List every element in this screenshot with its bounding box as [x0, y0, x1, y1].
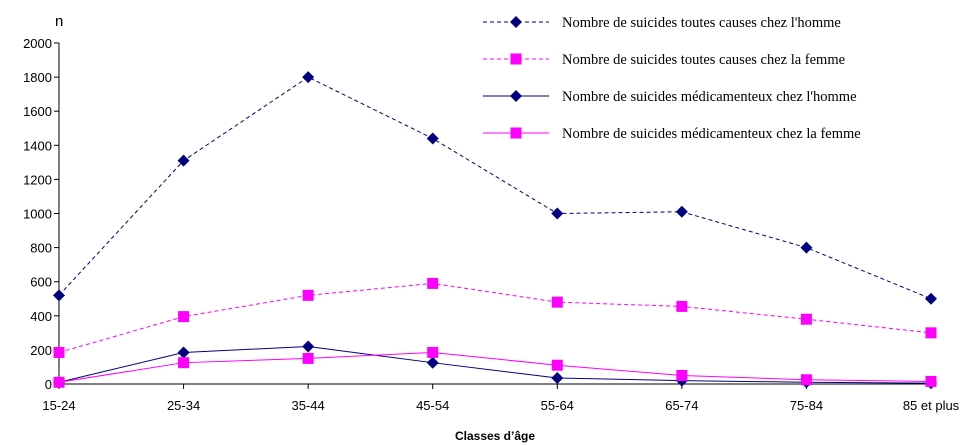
data-point — [800, 313, 812, 325]
x-axis-label: Classes d’âge — [455, 429, 535, 443]
y-tick-label: 1600 — [23, 104, 52, 119]
y-tick-label: 200 — [30, 343, 52, 358]
y-tick-label: 1800 — [23, 70, 52, 85]
legend-entry: Nombre de suicides médicamenteux chez l'… — [483, 89, 857, 105]
data-point — [177, 346, 190, 359]
legend: Nombre de suicides toutes causes chez l'… — [483, 15, 861, 142]
data-point — [426, 356, 439, 369]
legend-entry: Nombre de suicides toutes causes chez l'… — [483, 15, 841, 31]
legend-entry: Nombre de suicides toutes causes chez la… — [483, 52, 845, 68]
data-point — [426, 132, 439, 145]
y-tick-label: 1000 — [23, 207, 52, 222]
y-tick-label: 800 — [30, 241, 52, 256]
data-point — [427, 277, 439, 289]
legend-marker — [510, 16, 522, 28]
legend-marker — [510, 90, 522, 102]
data-point — [925, 375, 937, 387]
series-4 — [53, 346, 937, 388]
series-line — [58, 76, 932, 300]
series-line — [58, 351, 932, 383]
data-point — [302, 352, 314, 364]
x-tick-label: 65-74 — [665, 398, 698, 413]
x-axis-ticks: 15-24 25-34 35-44 45-54 55-64 65-74 75-84 85 et… — [42, 384, 960, 413]
x-tick-label: 15-24 — [42, 398, 75, 413]
data-point — [302, 71, 315, 84]
legend-marker — [510, 53, 522, 65]
data-point — [178, 311, 190, 323]
series-1 — [53, 71, 937, 305]
y-axis-label: n — [55, 13, 63, 30]
data-point — [676, 369, 688, 381]
y-tick-label: 1400 — [23, 138, 52, 153]
data-point — [53, 376, 65, 388]
data-point — [551, 359, 563, 371]
series-2 — [53, 277, 937, 358]
data-point — [925, 292, 937, 305]
data-point — [675, 205, 688, 218]
legend-entry: Nombre de suicides médicamenteux chez la… — [483, 126, 861, 142]
data-point — [53, 346, 65, 358]
series-layer — [53, 71, 937, 390]
x-tick-label: 75-84 — [790, 398, 823, 413]
series-line — [58, 282, 932, 353]
data-point — [178, 357, 190, 369]
data-point — [800, 241, 813, 254]
legend-marker — [510, 127, 522, 139]
y-tick-label: 2000 — [23, 36, 52, 51]
data-point — [427, 346, 439, 358]
legend-label: Nombre de suicides médicamenteux chez la… — [562, 126, 861, 142]
legend-label: Nombre de suicides toutes causes chez l'… — [562, 15, 841, 31]
x-tick-label: 85 et plus — [903, 398, 960, 413]
data-point — [177, 154, 190, 167]
y-tick-label: 600 — [30, 275, 52, 290]
data-point — [551, 207, 564, 220]
data-point — [302, 289, 314, 301]
data-point — [925, 327, 937, 339]
data-point — [551, 372, 564, 385]
legend-label: Nombre de suicides médicamenteux chez l'… — [562, 89, 857, 105]
data-point — [53, 289, 65, 302]
data-point — [551, 296, 563, 308]
y-tick-label: 0 — [45, 377, 52, 392]
y-tick-label: 400 — [30, 309, 52, 324]
data-point — [676, 300, 688, 312]
x-tick-label: 25-34 — [167, 398, 200, 413]
y-tick-label: 1200 — [23, 172, 52, 187]
data-point — [800, 374, 812, 386]
series-line — [58, 345, 932, 384]
y-axis-ticks: 0 200 400 600 800 1000 1200 1400 1600 1800 2000 — [23, 36, 59, 392]
x-tick-label: 45-54 — [416, 398, 449, 413]
x-tick-label: 35-44 — [292, 398, 325, 413]
legend-label: Nombre de suicides toutes causes chez la… — [562, 52, 845, 68]
x-tick-label: 55-64 — [541, 398, 574, 413]
data-point — [302, 340, 315, 353]
